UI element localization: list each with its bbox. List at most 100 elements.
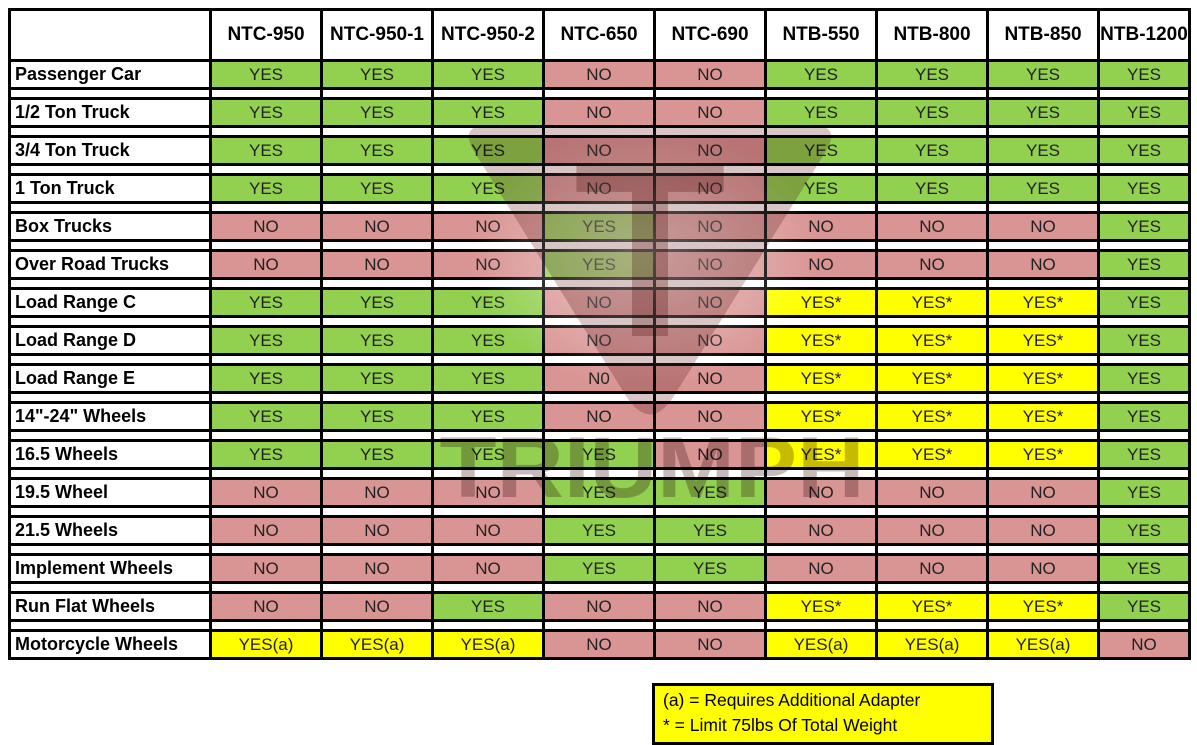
matrix-cell: YES*	[764, 401, 878, 432]
spacer-cell	[1097, 315, 1191, 328]
matrix-cell: NO	[209, 591, 323, 622]
spacer-cell	[8, 277, 212, 290]
matrix-cell: NO	[542, 325, 656, 356]
matrix-cell: NO	[431, 211, 545, 242]
spacer-cell	[875, 87, 989, 100]
row-spacer	[8, 353, 1191, 366]
matrix-cell: YES	[320, 363, 434, 394]
matrix-cell: YES*	[764, 287, 878, 318]
matrix-cell: YES	[1097, 97, 1191, 128]
spacer-cell	[542, 201, 656, 214]
spacer-cell	[431, 505, 545, 518]
matrix-cell: NO	[209, 515, 323, 546]
matrix-cell: YES	[764, 59, 878, 90]
spacer-cell	[875, 581, 989, 594]
spacer-cell	[875, 429, 989, 442]
matrix-cell: YES	[320, 287, 434, 318]
matrix-cell: YES	[209, 97, 323, 128]
row-spacer	[8, 277, 1191, 290]
spacer-cell	[764, 619, 878, 632]
spacer-cell	[542, 467, 656, 480]
matrix-cell: YES	[320, 135, 434, 166]
matrix-cell: YES	[875, 59, 989, 90]
table-row-load-range-e: Load Range E YES YES YES N0 NO YES* YES* YES* YES	[8, 363, 1191, 394]
spacer-cell	[1097, 87, 1191, 100]
matrix-cell: YES	[209, 325, 323, 356]
matrix-cell: YES(a)	[320, 629, 434, 660]
spacer-cell	[431, 467, 545, 480]
spacer-cell	[542, 619, 656, 632]
matrix-cell: YES	[1097, 477, 1191, 508]
matrix-cell: NO	[653, 59, 767, 90]
row-spacer	[8, 163, 1191, 176]
row-spacer	[8, 201, 1191, 214]
spacer-cell	[8, 353, 212, 366]
matrix-cell: NO	[542, 591, 656, 622]
matrix-cell: YES(a)	[431, 629, 545, 660]
spacer-cell	[653, 619, 767, 632]
spacer-cell	[431, 353, 545, 366]
matrix-cell: NO	[209, 477, 323, 508]
spacer-cell	[8, 315, 212, 328]
row-label-motorcycle-wheels: Motorcycle Wheels	[8, 629, 212, 660]
spacer-cell	[653, 163, 767, 176]
matrix-cell: NO	[209, 249, 323, 280]
table-row-1-2-ton-truck: 1/2 Ton Truck YES YES YES NO NO YES YES YES YES	[8, 97, 1191, 128]
spacer-cell	[875, 619, 989, 632]
matrix-cell: NO	[653, 591, 767, 622]
spacer-cell	[431, 277, 545, 290]
spacer-cell	[431, 581, 545, 594]
spacer-cell	[986, 543, 1100, 556]
matrix-cell: YES	[1097, 591, 1191, 622]
table-row-load-range-c: Load Range C YES YES YES NO NO YES* YES* YES* YES	[8, 287, 1191, 318]
spacer-cell	[209, 125, 323, 138]
spacer-cell	[764, 467, 878, 480]
matrix-cell: YES	[431, 363, 545, 394]
row-label-load-range-e: Load Range E	[8, 363, 212, 394]
legend-line-weight: * = Limit 75lbs Of Total Weight	[663, 715, 898, 735]
spacer-cell	[1097, 391, 1191, 404]
spacer-cell	[542, 277, 656, 290]
spacer-cell	[209, 391, 323, 404]
matrix-cell: NO	[542, 287, 656, 318]
table-row-motorcycle-wheels: Motorcycle Wheels YES(a) YES(a) YES(a) NO NO Y…	[8, 629, 1191, 660]
row-spacer	[8, 315, 1191, 328]
matrix-cell: NO	[875, 553, 989, 584]
matrix-cell: YES	[1097, 515, 1191, 546]
matrix-cell: YES	[1097, 401, 1191, 432]
row-label-1-2-ton-truck: 1/2 Ton Truck	[8, 97, 212, 128]
spacer-cell	[320, 619, 434, 632]
row-label-box-trucks: Box Trucks	[8, 211, 212, 242]
matrix-cell: YES	[209, 135, 323, 166]
spacer-cell	[653, 125, 767, 138]
spacer-cell	[209, 353, 323, 366]
column-header-ntb-850: NTB-850	[986, 8, 1100, 62]
spacer-cell	[431, 87, 545, 100]
matrix-cell: NO	[764, 515, 878, 546]
matrix-cell: YES	[320, 97, 434, 128]
matrix-cell: NO	[431, 515, 545, 546]
row-label-14-24-wheels: 14"-24" Wheels	[8, 401, 212, 432]
table-row-21-5-wheels: 21.5 Wheels NO NO NO YES YES NO NO NO YES	[8, 515, 1191, 546]
matrix-cell: NO	[764, 553, 878, 584]
matrix-cell: NO	[764, 249, 878, 280]
matrix-cell: YES	[1097, 363, 1191, 394]
matrix-cell: YES	[431, 439, 545, 470]
spacer-cell	[986, 239, 1100, 252]
matrix-cell: YES	[1097, 553, 1191, 584]
matrix-cell: NO	[320, 249, 434, 280]
table-row-implement-wheels: Implement Wheels NO NO NO YES YES NO NO NO YES	[8, 553, 1191, 584]
matrix-cell: YES(a)	[986, 629, 1100, 660]
row-spacer	[8, 239, 1191, 252]
matrix-cell: NO	[209, 211, 323, 242]
spacer-cell	[1097, 505, 1191, 518]
matrix-cell: NO	[653, 249, 767, 280]
spacer-cell	[653, 505, 767, 518]
matrix-cell: YES*	[986, 439, 1100, 470]
matrix-cell: YES	[1097, 325, 1191, 356]
matrix-cell: YES	[542, 515, 656, 546]
spacer-cell	[986, 467, 1100, 480]
spacer-cell	[320, 467, 434, 480]
spacer-cell	[542, 315, 656, 328]
spacer-cell	[764, 353, 878, 366]
